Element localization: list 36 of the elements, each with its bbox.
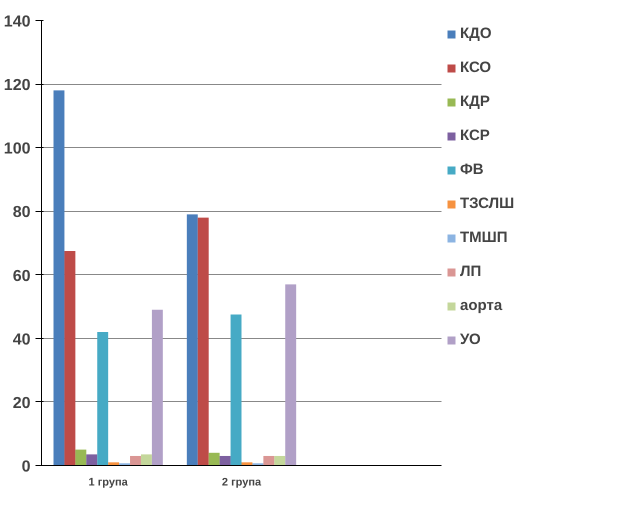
y-tick-label: 0 <box>22 458 31 476</box>
legend-label: УО <box>460 331 482 348</box>
bar <box>130 456 141 466</box>
bar <box>140 454 152 466</box>
bar <box>152 310 163 466</box>
bar <box>208 452 220 466</box>
bar <box>64 250 76 466</box>
legend-label: КДО <box>460 25 493 42</box>
y-tick-label: 20 <box>12 394 31 412</box>
y-tick-label: 140 <box>4 14 31 30</box>
bar <box>263 456 274 466</box>
y-tick-label: 60 <box>12 268 31 285</box>
legend-label: КСО <box>460 59 492 76</box>
legend-label: КДР <box>460 93 491 110</box>
bar <box>54 90 64 466</box>
y-tick-label: 120 <box>4 77 31 94</box>
legend-label: ЛП <box>460 263 482 280</box>
y-tick-label: 80 <box>12 204 31 222</box>
bar <box>198 218 209 466</box>
y-tick-label: 100 <box>4 140 31 158</box>
bar <box>86 454 98 466</box>
legend-label: ФВ <box>460 161 485 178</box>
bar <box>285 284 296 466</box>
bar <box>186 214 198 466</box>
bar <box>220 456 231 466</box>
x-tick-label: 1 група <box>88 476 129 488</box>
legend-label: КСР <box>460 127 491 144</box>
bar <box>75 450 86 466</box>
x-tick-label: 2 група <box>222 476 262 488</box>
y-tick-label: 40 <box>12 331 31 348</box>
legend-label: ТМШП <box>460 229 509 246</box>
legend-label: аорта <box>460 297 504 314</box>
bar <box>97 332 108 466</box>
bar <box>230 314 242 466</box>
legend-label: ТЗСЛШ <box>460 195 516 212</box>
bar <box>274 456 286 466</box>
